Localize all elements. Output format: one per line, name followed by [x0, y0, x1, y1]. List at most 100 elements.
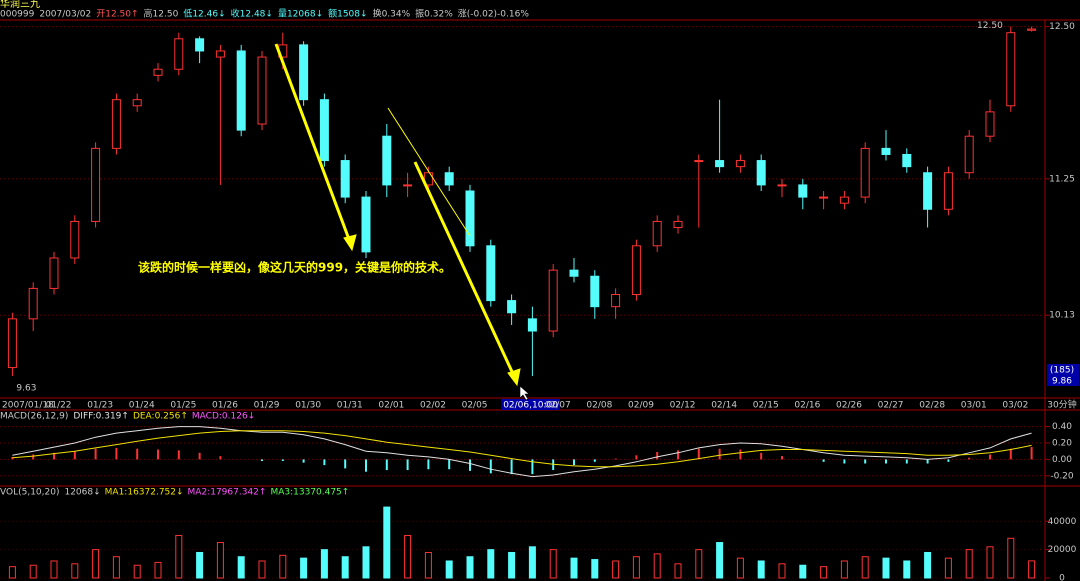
volume-bar: [362, 546, 370, 579]
volume-bar: [528, 546, 536, 579]
arrows: [274, 43, 521, 387]
x-tick-label: 02/28: [919, 401, 945, 411]
volume-bar: [820, 566, 828, 579]
volume-bar: [300, 557, 308, 579]
candle-body: [860, 147, 870, 198]
candle-body: [964, 135, 974, 174]
candle-body: [798, 184, 808, 198]
volume-bar: [279, 554, 287, 579]
x-tick-label: 2007/01/18: [2, 401, 54, 411]
cursor-value: (185): [1050, 366, 1074, 376]
low-label: 9.63: [16, 384, 36, 394]
candle-body: [611, 293, 621, 308]
volume-bar: [882, 557, 890, 579]
header-item: 高12.50: [144, 8, 179, 20]
volume-bar: [50, 560, 58, 579]
x-tick-label: 02/07: [545, 401, 571, 411]
candle-body: [257, 56, 267, 125]
volume-bar: [383, 506, 391, 579]
volume-bar: [71, 563, 79, 579]
header-item: 2007/03/02: [39, 10, 91, 20]
header-item: 低12.46↓: [183, 8, 225, 20]
volume-bar: [736, 557, 744, 579]
readout: MA3:13370.475↑: [270, 488, 349, 498]
candle-body: [215, 50, 225, 58]
candle-body: [111, 99, 121, 149]
volume-bar: [196, 551, 204, 579]
candle-body: [881, 147, 891, 155]
candle-body: [548, 269, 558, 332]
volume-bar: [570, 557, 578, 579]
candle-body: [319, 99, 329, 162]
candle-body: [777, 184, 787, 187]
volume-bar: [549, 549, 557, 579]
x-tick-label: 03/01: [961, 401, 987, 411]
trend-line: [387, 107, 471, 237]
volume-bar: [674, 563, 682, 579]
mouse-cursor: [519, 385, 530, 401]
x-tick-label: 02/06,10:00: [503, 401, 558, 411]
volume-bar: [944, 557, 952, 579]
candle-body: [527, 318, 537, 332]
volume-bar: [29, 564, 37, 579]
x-tick-label: 01/22: [46, 401, 72, 411]
volume-bar: [986, 546, 994, 579]
volume-bar: [112, 556, 120, 579]
volume-bar: [799, 564, 807, 579]
volume-bar: [237, 556, 245, 579]
candle-body: [49, 257, 59, 289]
candle-body: [236, 50, 246, 131]
cursor-label-bg: [501, 399, 560, 410]
readout: MACD:0.126↓: [192, 412, 255, 422]
candle-body: [403, 184, 413, 187]
volume-bar: [612, 560, 620, 579]
volume-bar: [320, 549, 328, 579]
y-tick-label: 0.40: [1052, 422, 1072, 432]
candle-body: [1027, 28, 1037, 31]
candle-body: [756, 160, 766, 186]
candle-body: [923, 172, 933, 210]
volume-bar: [466, 556, 474, 579]
candle-body: [153, 68, 163, 76]
x-tick-label: 02/15: [753, 401, 779, 411]
candle-body: [195, 38, 205, 52]
candle-body: [943, 172, 953, 210]
readout: MA1:16372.752↓: [105, 488, 184, 498]
header-item: 开12.50↑: [96, 9, 138, 20]
arrow: [413, 161, 516, 377]
header-item: 涨(-0.02)-0.16%: [458, 9, 530, 20]
volume-bar: [487, 549, 495, 579]
candle-body: [590, 275, 600, 308]
y-tick-label: 0.00: [1052, 455, 1072, 465]
volume-bar: [632, 556, 640, 579]
volume-bar: [508, 551, 516, 579]
volume-bar: [861, 556, 869, 579]
high-label: 12.50: [977, 21, 1003, 31]
macd-line: [12, 426, 1032, 478]
candle-body: [735, 160, 745, 168]
arrow-head: [343, 234, 357, 252]
volume-bar: [404, 534, 412, 579]
y-tick-label: 0: [1059, 574, 1065, 581]
header-item: 额1508↓: [328, 8, 367, 20]
arrow: [274, 43, 352, 243]
volume-bar: [175, 534, 183, 579]
volume-bar: [424, 551, 432, 579]
header-item: 000999: [0, 10, 35, 20]
candle-body: [839, 196, 849, 204]
readout: DEA:0.256↑: [133, 412, 188, 422]
header-item: 收12.48↓: [231, 8, 273, 20]
volume-bar: [445, 560, 453, 579]
y-tick-label: 12.50: [1049, 22, 1075, 32]
x-tick-label: 02/14: [711, 401, 737, 411]
volume-bar: [341, 556, 349, 579]
candle-body: [174, 38, 184, 70]
readout: 12068↓: [64, 488, 100, 498]
candle-body: [715, 160, 725, 168]
candle-body: [382, 135, 392, 186]
candle-body: [486, 245, 496, 302]
header-item: 换0.34%: [373, 8, 411, 20]
volume-bar: [903, 560, 911, 579]
volume-bar: [92, 549, 100, 579]
